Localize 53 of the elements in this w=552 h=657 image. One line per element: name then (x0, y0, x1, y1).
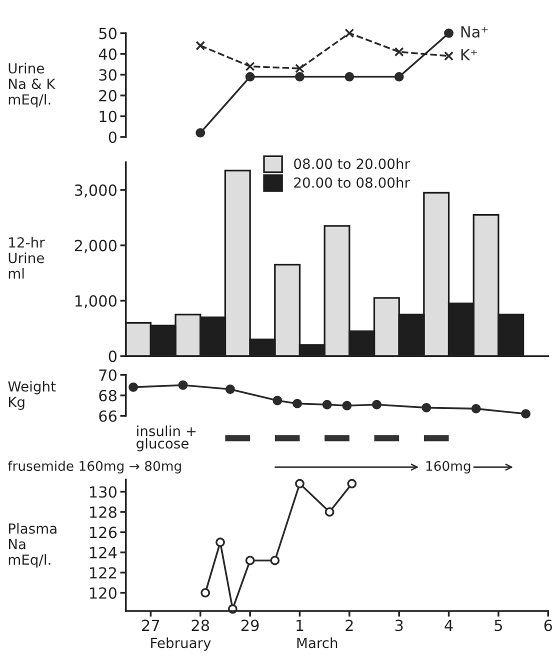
point (394, 72, 404, 82)
y-tick-label: 66 (99, 410, 117, 422)
x-tick-label: 29 (241, 620, 259, 632)
text: insulin + glucose (136, 426, 196, 452)
point (196, 40, 206, 50)
y-tick-label: 2,000 (74, 240, 117, 253)
text: March (297, 637, 338, 648)
point (295, 64, 304, 74)
point (245, 72, 255, 82)
y-tick-label: 20 (99, 90, 117, 102)
y-tick-label: 3,000 (74, 184, 117, 198)
y-tick-label: 0 (108, 131, 117, 144)
y-tick-label: 126 (90, 526, 117, 538)
y-tick-label: 130 (90, 486, 117, 498)
point (394, 47, 404, 57)
x-tick-label: 28 (192, 620, 210, 632)
y-axis-title: Weight Kg (8, 380, 56, 410)
x-tick-label: 27 (142, 620, 160, 631)
y-tick-label: 1,000 (75, 295, 117, 308)
legend-label: 20.00 to 08.00hr (294, 177, 410, 188)
y-tick-label: 120 (90, 587, 117, 599)
y-tick-label: 128 (90, 506, 116, 518)
text: 160mg (426, 460, 470, 474)
point (444, 28, 454, 38)
point (295, 72, 304, 82)
y-tick-label: 122 (90, 567, 116, 578)
x-tick-label: 5 (494, 620, 502, 632)
y-axis-title: 12-hr Urine ml (8, 236, 45, 279)
y-axis-title: Urine Na & K mEq/l. (8, 62, 56, 108)
x-tick-label: 6 (544, 620, 552, 632)
y-tick-label: 30 (99, 69, 117, 81)
y-tick-label: 68 (99, 390, 116, 402)
y-tick-label: 124 (90, 546, 117, 558)
y-tick-label: 10 (100, 110, 117, 122)
y-tick-label: 70 (99, 369, 117, 381)
x-tick-label: 2 (346, 620, 353, 631)
series-label: K⁺ (461, 49, 477, 60)
point (444, 51, 454, 61)
y-axis-title: Plasma Na mEq/l. (8, 523, 56, 568)
x-tick-label: 1 (296, 620, 304, 631)
point (245, 62, 255, 72)
y-tick-label: 0 (108, 350, 117, 362)
y-tick-label: 50 (99, 28, 117, 40)
series-label: Na⁺ (461, 26, 488, 38)
y-tick-label: 40 (98, 48, 117, 60)
x-tick-label: 4 (444, 620, 453, 631)
text: frusemide 160mg → 80mg (8, 460, 181, 474)
point (344, 72, 354, 82)
legend-label: 08.00 to 20.00hr (294, 158, 410, 170)
x-tick-label: 3 (395, 620, 403, 632)
text: February (151, 637, 211, 651)
point (344, 28, 354, 38)
point (196, 128, 206, 138)
